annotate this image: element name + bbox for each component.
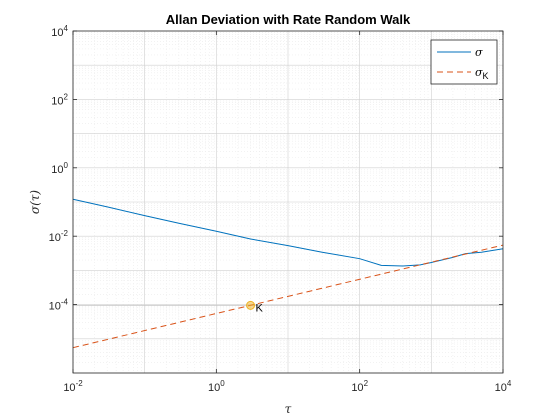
y-tick-label: 102 bbox=[51, 92, 68, 107]
x-axis-label: τ bbox=[285, 402, 292, 416]
legend: σ σK bbox=[430, 39, 498, 85]
x-tick-label: 100 bbox=[208, 379, 225, 394]
tick-labels: 10-2 100 102 104 10-4 10-2 100 102 104 bbox=[49, 24, 512, 394]
legend-items: σ σK bbox=[437, 46, 489, 81]
y-axis-label: σ(τ) bbox=[28, 190, 42, 215]
x-tick-label: 10-2 bbox=[63, 379, 83, 394]
legend-label-2: σK bbox=[475, 66, 489, 81]
axes-box bbox=[72, 30, 504, 374]
annotation-layer: K bbox=[246, 300, 264, 314]
annotation-label: K bbox=[256, 302, 264, 314]
y-tick-label: 100 bbox=[51, 161, 68, 176]
x-tick-label: 102 bbox=[351, 379, 368, 394]
y-tick-label: 10-4 bbox=[49, 298, 69, 313]
chart-title: Allan Deviation with Rate Random Walk bbox=[166, 12, 411, 27]
legend-label-1: σ bbox=[475, 46, 483, 59]
annotation-marker bbox=[246, 300, 256, 310]
y-tick-label: 10-2 bbox=[49, 229, 69, 244]
series-line-2 bbox=[72, 244, 504, 349]
legend-box bbox=[430, 39, 498, 85]
x-tick-label: 104 bbox=[495, 379, 512, 394]
series-layer bbox=[72, 198, 504, 349]
axis-ticks bbox=[72, 30, 504, 373]
y-tick-label: 104 bbox=[51, 24, 68, 39]
